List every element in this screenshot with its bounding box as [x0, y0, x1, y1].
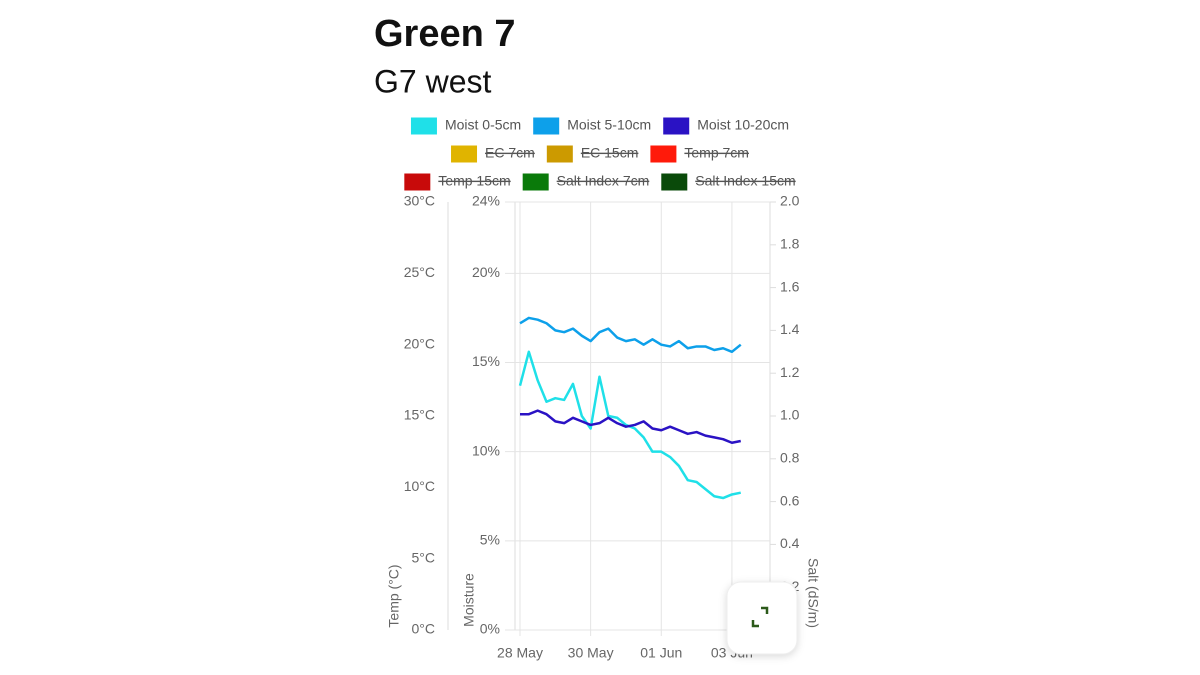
temp-tick-label: 0°C — [412, 621, 436, 637]
moisture-tick-label: 10% — [472, 442, 500, 458]
salt-tick-label: 1.4 — [780, 321, 800, 337]
moisture-tick-label: 20% — [472, 264, 500, 280]
salt-tick-label: 1.0 — [780, 407, 800, 423]
moisture-tick-label: 5% — [480, 532, 500, 548]
temp-tick-label: 10°C — [404, 478, 435, 494]
fullscreen-icon — [751, 606, 769, 628]
x-tick-label: 30 May — [568, 645, 614, 661]
legend-item[interactable]: Salt Index 15cm — [661, 173, 796, 191]
legend-item[interactable]: Moist 10-20cm — [663, 117, 789, 135]
legend-label: Temp 7cm — [684, 145, 749, 161]
salt-axis-title: Salt (dS/m) — [805, 558, 821, 628]
temp-axis-title: Temp (°C) — [386, 564, 402, 627]
salt-tick-label: 0.6 — [780, 492, 800, 508]
legend-swatch — [650, 145, 677, 163]
page-subtitle: G7 west — [374, 63, 491, 99]
salt-tick-label: 0.8 — [780, 450, 800, 466]
temp-tick-label: 5°C — [412, 549, 436, 565]
salt-tick-label: 1.6 — [780, 278, 800, 294]
salt-tick-label: 1.8 — [780, 236, 800, 252]
moisture-tick-label: 24% — [472, 193, 500, 209]
salt-tick-label: 2.0 — [780, 193, 800, 209]
salt-tick-label: 1.2 — [780, 364, 800, 380]
moisture-tick-label: 0% — [480, 621, 500, 637]
moisture-axis-title: Moisture — [461, 573, 477, 627]
fullscreen-button[interactable] — [726, 581, 798, 655]
legend-swatch — [451, 145, 478, 163]
x-tick-label: 28 May — [497, 645, 543, 661]
x-tick-label: 01 Jun — [640, 645, 682, 661]
legend-swatch — [546, 145, 573, 163]
legend-item[interactable]: EC 7cm — [451, 145, 535, 163]
legend-item[interactable]: Moist 5-10cm — [533, 117, 651, 135]
legend-label: Salt Index 7cm — [557, 173, 650, 189]
legend-item[interactable]: Temp 7cm — [650, 145, 749, 163]
legend-label: EC 15cm — [581, 145, 639, 161]
salt-tick-label: 0.4 — [780, 535, 800, 551]
legend-swatch — [410, 117, 437, 135]
legend-label: Temp 15cm — [438, 173, 510, 189]
legend-item[interactable]: Moist 0-5cm — [410, 117, 521, 135]
legend-swatch — [404, 173, 431, 191]
legend-swatch — [522, 173, 549, 191]
page-title: Green 7 — [374, 13, 516, 55]
legend-label: Moist 10-20cm — [697, 117, 789, 133]
legend-label: Salt Index 15cm — [695, 173, 795, 189]
legend-item[interactable]: EC 15cm — [546, 145, 639, 163]
legend-label: Moist 5-10cm — [567, 117, 651, 133]
legend-item[interactable]: Temp 15cm — [404, 173, 511, 191]
temp-tick-label: 25°C — [404, 264, 435, 280]
series-line — [520, 409, 741, 444]
temp-tick-label: 15°C — [404, 407, 435, 423]
legend-swatch — [661, 173, 688, 191]
legend-swatch — [663, 117, 690, 135]
temp-tick-label: 20°C — [404, 335, 435, 351]
legend-swatch — [533, 117, 560, 135]
temp-tick-label: 30°C — [404, 193, 435, 209]
series-line — [519, 316, 742, 354]
button-bg[interactable] — [726, 581, 798, 655]
legend-item[interactable]: Salt Index 7cm — [522, 173, 650, 191]
legend-label: Moist 0-5cm — [445, 117, 521, 133]
moisture-tick-label: 15% — [472, 353, 500, 369]
legend-label: EC 7cm — [485, 145, 535, 161]
